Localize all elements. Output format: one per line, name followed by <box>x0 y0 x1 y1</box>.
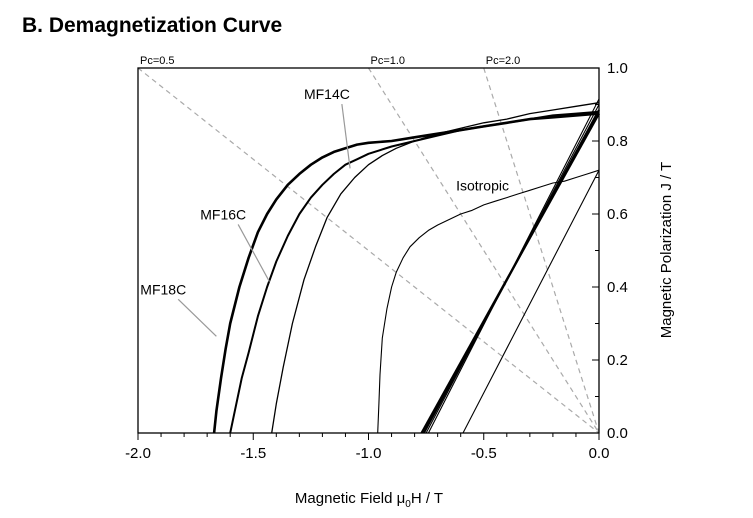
series-line-mf16c <box>229 110 600 434</box>
recoil-line-4 <box>462 169 600 434</box>
x-axis-label: Magnetic Field μ0H / T <box>295 490 443 510</box>
x-axis-label-main: Magnetic Field μ <box>295 490 405 507</box>
x-tick-label: -1.0 <box>356 445 382 462</box>
series-lines <box>212 102 600 434</box>
y-tick-label: 0.2 <box>607 352 628 369</box>
series-line-isotropic <box>377 169 600 434</box>
series-line-mf14c <box>271 102 600 434</box>
y-tick-label: 0.6 <box>607 206 628 223</box>
series-label-mf16c: MF16C <box>200 206 246 222</box>
y-tick-label: 1.0 <box>607 60 628 77</box>
x-axis-ticks: -2.0 -1.5 -1.0 -0.5 0.0 <box>125 433 609 462</box>
series-leader-mf16c <box>237 224 270 282</box>
load-line-label-2: Pc=2.0 <box>486 55 521 67</box>
y-axis-label: Magnetic Polarization J / T <box>658 162 675 338</box>
x-tick-label: -2.0 <box>125 445 151 462</box>
load-line-label-1: Pc=1.0 <box>371 55 406 67</box>
series-label-isotropic: Isotropic <box>456 177 509 193</box>
chart-labels: Pc=0.5 Pc=1.0 Pc=2.0 MF18C MF16C MF14C Isotrop… <box>140 55 520 297</box>
series-leader-mf14c <box>341 103 351 169</box>
x-axis-label-tail: H / T <box>411 490 443 507</box>
x-tick-label: 0.0 <box>589 445 610 462</box>
series-leader-mf18c <box>177 298 217 337</box>
series-label-mf18c: MF18C <box>140 281 186 297</box>
load-line-2 <box>483 67 600 434</box>
y-axis-ticks: 0.0 0.2 0.4 0.6 0.8 1.0 <box>592 60 628 442</box>
series-label-mf14c: MF14C <box>304 86 350 102</box>
recoil-lines <box>420 98 600 434</box>
y-tick-label: 0.0 <box>607 425 628 442</box>
load-line-0 <box>137 67 600 434</box>
recoil-line-3 <box>427 98 600 434</box>
y-tick-label: 0.4 <box>607 279 628 296</box>
load-lines <box>137 67 600 434</box>
x-tick-label: -1.5 <box>240 445 266 462</box>
chart-title: B. Demagnetization Curve <box>22 14 283 37</box>
y-tick-label: 0.8 <box>607 133 628 150</box>
x-tick-label: -0.5 <box>471 445 497 462</box>
load-line-label-0: Pc=0.5 <box>140 55 175 67</box>
series-leader-lines <box>177 103 351 337</box>
x-axis-label-subscript: 0 <box>405 499 411 510</box>
